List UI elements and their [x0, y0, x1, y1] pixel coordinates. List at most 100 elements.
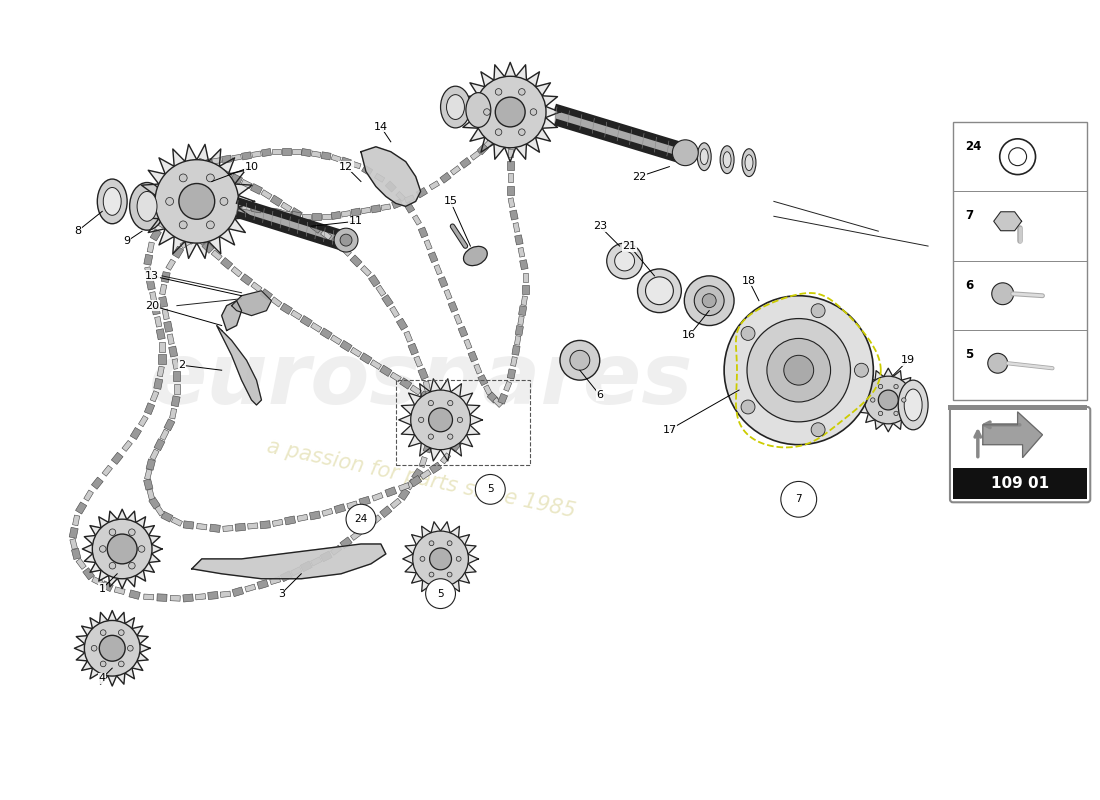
Bar	[102, 466, 112, 476]
Bar	[409, 475, 421, 487]
Bar	[310, 322, 322, 332]
Bar	[221, 170, 232, 178]
Bar	[425, 240, 432, 250]
Bar	[330, 335, 342, 345]
Bar	[360, 353, 372, 364]
Text: 5: 5	[487, 484, 494, 494]
Bar	[222, 526, 233, 532]
Bar	[398, 488, 410, 501]
Bar	[169, 408, 177, 419]
Bar	[434, 265, 442, 274]
Text: 19: 19	[901, 355, 915, 366]
Bar	[310, 222, 322, 234]
Bar	[444, 290, 452, 299]
Bar	[232, 154, 241, 161]
Bar	[379, 506, 392, 518]
Bar	[156, 329, 165, 340]
Bar	[406, 479, 416, 490]
Bar	[429, 181, 440, 190]
Bar	[280, 202, 292, 212]
Bar	[396, 191, 406, 202]
Bar	[411, 469, 424, 481]
Bar	[350, 255, 362, 267]
Ellipse shape	[742, 149, 756, 177]
Bar	[454, 314, 462, 325]
Bar	[414, 356, 422, 367]
Bar	[101, 581, 113, 591]
Circle shape	[811, 422, 825, 437]
Polygon shape	[993, 212, 1022, 230]
Bar	[371, 514, 382, 526]
Bar	[197, 523, 207, 530]
Bar	[197, 158, 209, 167]
Bar	[330, 545, 342, 555]
Bar	[260, 521, 271, 529]
Circle shape	[85, 621, 140, 676]
Circle shape	[220, 198, 228, 206]
Circle shape	[646, 277, 673, 305]
Ellipse shape	[723, 152, 732, 168]
Bar	[521, 296, 528, 306]
Bar	[196, 594, 206, 600]
Ellipse shape	[466, 93, 491, 127]
Circle shape	[448, 541, 452, 546]
Text: 16: 16	[682, 330, 696, 341]
Bar	[292, 150, 300, 154]
Bar	[70, 538, 77, 550]
Bar	[150, 229, 162, 241]
Bar	[341, 246, 351, 257]
Bar	[371, 360, 382, 370]
Bar	[474, 364, 482, 374]
Bar	[232, 587, 243, 597]
Bar	[429, 462, 442, 474]
Bar	[150, 449, 160, 460]
Circle shape	[684, 276, 734, 326]
Bar	[290, 566, 301, 576]
Bar	[144, 594, 154, 600]
Ellipse shape	[697, 142, 712, 170]
Bar	[953, 467, 1087, 499]
Bar	[210, 524, 220, 533]
Bar	[374, 174, 385, 182]
Bar	[311, 151, 321, 158]
Text: 3: 3	[278, 589, 285, 598]
Circle shape	[518, 129, 525, 135]
FancyBboxPatch shape	[950, 407, 1090, 502]
Bar	[221, 258, 233, 270]
Bar	[165, 206, 176, 218]
Circle shape	[878, 384, 882, 389]
Bar	[507, 369, 516, 379]
Circle shape	[207, 174, 215, 182]
Bar	[382, 294, 393, 306]
Bar	[300, 561, 312, 572]
Bar	[261, 190, 272, 199]
Bar	[170, 595, 180, 602]
Bar	[521, 285, 528, 294]
Bar	[272, 150, 280, 154]
Bar	[300, 215, 311, 225]
Bar	[341, 157, 351, 166]
Bar	[232, 202, 242, 210]
Bar	[183, 594, 194, 602]
Bar	[157, 366, 164, 377]
Bar	[211, 198, 222, 206]
Bar	[262, 149, 272, 157]
Circle shape	[429, 408, 452, 432]
Bar	[172, 517, 183, 526]
Bar	[438, 277, 448, 287]
Bar	[513, 222, 520, 232]
Ellipse shape	[130, 182, 165, 230]
Bar	[72, 548, 80, 559]
Bar	[360, 522, 372, 534]
Ellipse shape	[441, 86, 471, 128]
Circle shape	[811, 304, 825, 318]
Circle shape	[418, 418, 424, 422]
Bar	[204, 193, 213, 202]
Bar	[130, 427, 142, 439]
Circle shape	[129, 529, 135, 535]
Circle shape	[119, 661, 124, 666]
Bar	[385, 486, 397, 497]
Circle shape	[518, 89, 525, 95]
Circle shape	[570, 350, 590, 370]
Bar	[84, 490, 94, 501]
